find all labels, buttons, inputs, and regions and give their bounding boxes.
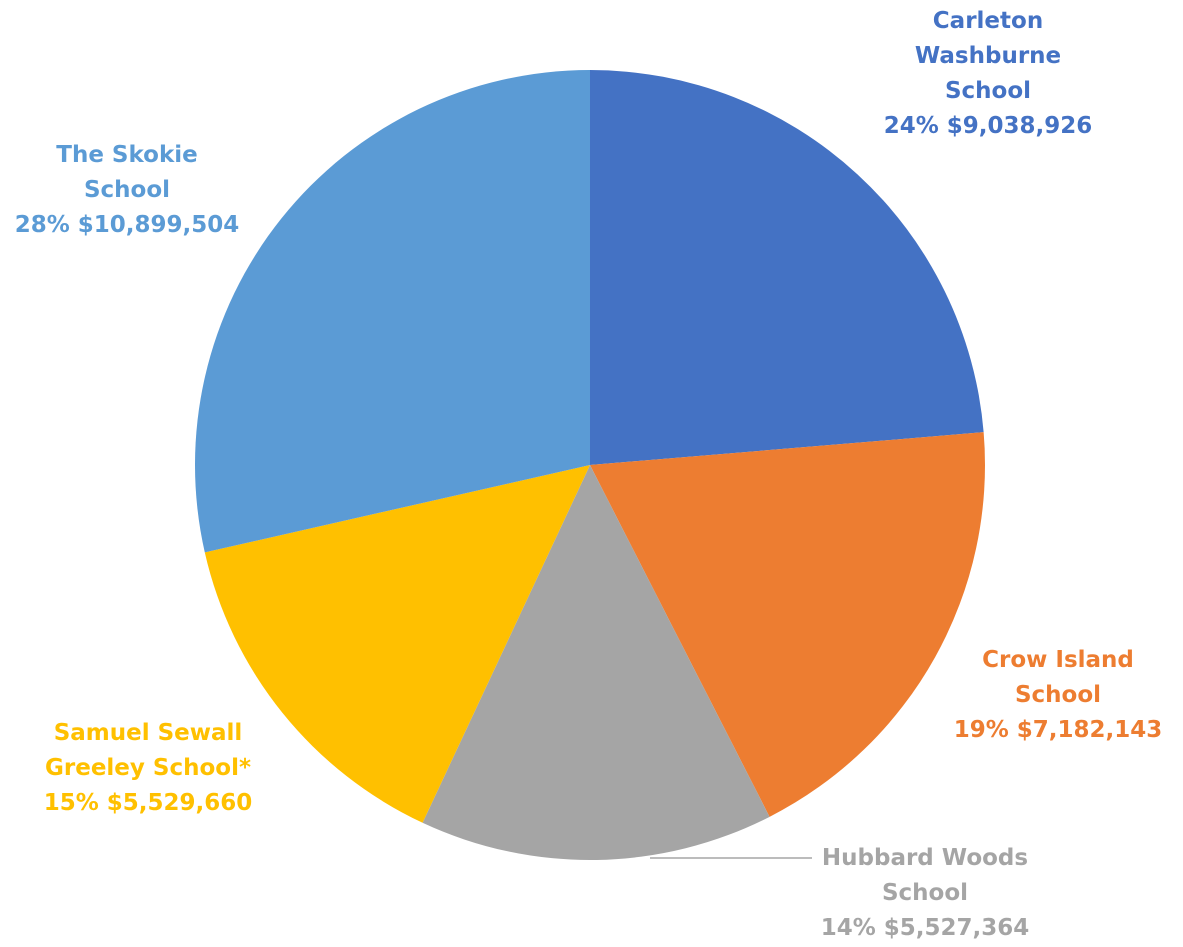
data-label-crow-island-school: Crow Island School 19% $7,182,143 [954, 647, 1163, 743]
data-label-name-line: School [945, 78, 1031, 104]
pie-slice-crow-island-school [590, 432, 985, 817]
pie-slice-carleton-washburne-school [590, 70, 984, 465]
data-label-value: 14% $5,527,364 [821, 915, 1030, 941]
data-label-name-line: School [882, 880, 968, 906]
data-label-value: 28% $10,899,504 [15, 212, 240, 238]
data-label-name-line: Carleton [933, 8, 1043, 34]
data-label-hubbard-woods-school: Hubbard Woods School 14% $5,527,364 [821, 845, 1030, 941]
data-label-value: 24% $9,038,926 [884, 113, 1093, 139]
data-label-name-line: Washburne [915, 43, 1061, 69]
data-label-carleton-washburne-school: Carleton Washburne School 24% $9,038,926 [884, 8, 1093, 139]
pie-slices [194, 70, 985, 861]
pie-slice-hubbard-woods-school [422, 465, 770, 861]
data-label-samuel-sewall-greeley-school: Samuel Sewall Greeley School* 15% $5,529,6… [44, 720, 253, 816]
data-label-name-line: The Skokie [56, 142, 198, 168]
data-label-value: 15% $5,529,660 [44, 790, 253, 816]
data-label-name-line: Hubbard Woods [822, 845, 1028, 871]
data-label-name-line: Crow Island [982, 647, 1134, 673]
data-label-name-line: Greeley School* [45, 755, 251, 781]
data-label-name-line: School [84, 177, 170, 203]
pie-slice-the-skokie-school [194, 70, 590, 553]
pie-slice-samuel-sewall-greeley-school [204, 465, 590, 823]
data-label-value: 19% $7,182,143 [954, 717, 1163, 743]
pie-labels: Carleton Washburne School 24% $9,038,926 Cro… [15, 8, 1163, 941]
data-label-the-skokie-school: The Skokie School 28% $10,899,504 [15, 142, 240, 238]
data-label-name-line: Samuel Sewall [54, 720, 243, 746]
data-label-name-line: School [1015, 682, 1101, 708]
